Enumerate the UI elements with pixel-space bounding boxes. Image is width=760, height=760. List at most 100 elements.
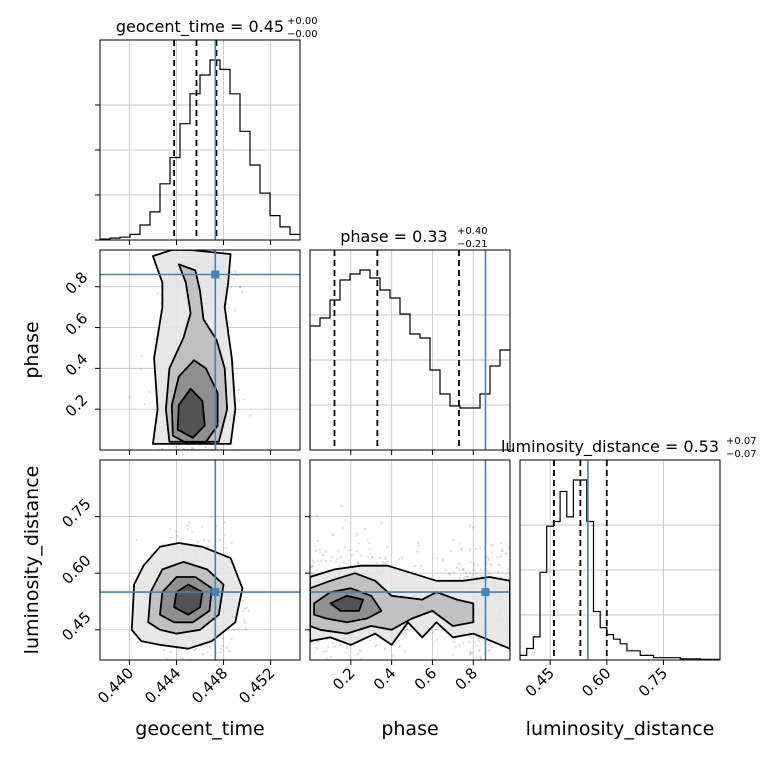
sample-point xyxy=(476,564,479,567)
truth-marker xyxy=(481,588,490,597)
sample-point xyxy=(450,549,453,553)
sample-point xyxy=(360,650,363,653)
sample-point xyxy=(476,644,479,647)
sample-point xyxy=(382,561,385,564)
sample-point xyxy=(507,568,510,571)
sample-point xyxy=(435,638,438,641)
sample-point xyxy=(148,390,151,393)
sample-point xyxy=(453,640,456,643)
sample-point xyxy=(239,286,242,289)
sample-point xyxy=(458,577,461,580)
quantile-layer xyxy=(173,40,608,660)
sample-point xyxy=(321,554,325,557)
sample-point xyxy=(358,649,361,652)
sample-point xyxy=(358,662,360,664)
sample-point xyxy=(197,540,200,544)
sample-point xyxy=(489,544,492,547)
sample-point xyxy=(436,557,439,560)
sample-point xyxy=(228,650,231,653)
sample-point xyxy=(351,554,354,557)
sample-point xyxy=(241,599,244,602)
sample-point xyxy=(500,646,503,649)
sample-point xyxy=(469,560,472,563)
sample-point xyxy=(245,606,248,609)
sample-point xyxy=(140,355,143,358)
sample-point xyxy=(202,669,204,671)
sample-point xyxy=(191,446,194,449)
sample-point xyxy=(191,447,194,450)
sample-point xyxy=(441,559,444,562)
x-tick-label: 0.448 xyxy=(188,664,231,707)
sample-point xyxy=(496,556,499,559)
frame-layer xyxy=(99,39,721,661)
sample-point xyxy=(317,563,320,567)
contour-line xyxy=(310,572,475,635)
sample-point xyxy=(359,554,362,557)
contour-line xyxy=(151,250,237,445)
sample-point xyxy=(219,651,222,654)
sample-point xyxy=(197,662,199,664)
contour-line xyxy=(170,359,219,445)
sample-point xyxy=(214,661,216,663)
sample-point xyxy=(312,642,315,645)
sample-point xyxy=(382,663,384,665)
sample-point xyxy=(345,647,349,650)
contour-lines xyxy=(151,250,237,445)
sample-point xyxy=(340,556,343,559)
sample-point xyxy=(487,650,490,653)
sample-point xyxy=(316,568,319,571)
sample-point xyxy=(357,563,360,566)
sample-point xyxy=(161,543,164,546)
sample-point xyxy=(325,559,328,563)
sample-point xyxy=(208,646,211,649)
sample-point xyxy=(413,565,416,568)
sample-point xyxy=(469,653,472,656)
x-tick-label: 0.45 xyxy=(522,664,558,700)
title-luminosity-distance: luminosity_distance = 0.53 xyxy=(501,437,719,457)
sample-point xyxy=(320,559,323,562)
sample-point xyxy=(420,564,423,567)
title-phase-sup: +0.40 xyxy=(457,226,488,237)
density-blocks xyxy=(310,565,510,649)
sample-point xyxy=(249,414,252,417)
sample-point xyxy=(221,644,224,647)
sample-point xyxy=(459,542,462,545)
sample-point xyxy=(459,574,462,577)
sample-point xyxy=(199,662,201,664)
sample-point xyxy=(487,557,490,560)
sample-point xyxy=(344,518,347,522)
sample-point xyxy=(462,569,465,572)
sample-point xyxy=(397,639,400,642)
sample-point xyxy=(169,651,172,654)
sample-point xyxy=(152,546,155,549)
sample-point xyxy=(318,551,322,554)
sample-point xyxy=(504,552,508,555)
sample-point xyxy=(135,539,138,542)
sample-point xyxy=(215,446,219,449)
sample-point xyxy=(464,575,467,578)
contour-line xyxy=(147,561,225,635)
sample-point xyxy=(473,569,476,572)
sample-point xyxy=(469,652,472,655)
sample-point xyxy=(462,576,466,580)
x-tick-label: 0.452 xyxy=(235,664,278,707)
sample-point xyxy=(178,649,181,652)
title-luminosity-distance-sub: −0.07 xyxy=(726,449,757,460)
sample-point xyxy=(375,644,378,647)
sample-point xyxy=(238,285,242,288)
sample-point xyxy=(473,572,476,575)
contour-line xyxy=(130,542,244,650)
sample-point xyxy=(344,545,347,549)
sample-point xyxy=(371,557,374,560)
sample-point xyxy=(311,559,315,562)
sample-point xyxy=(223,521,226,524)
sample-point xyxy=(479,655,482,658)
sample-point xyxy=(501,550,504,553)
sample-point xyxy=(467,641,471,644)
sample-point xyxy=(417,544,420,547)
density-blocks xyxy=(152,250,236,444)
sample-point xyxy=(476,572,479,575)
sample-point xyxy=(374,637,377,641)
sample-point xyxy=(345,562,348,565)
panel-frame xyxy=(99,39,301,241)
